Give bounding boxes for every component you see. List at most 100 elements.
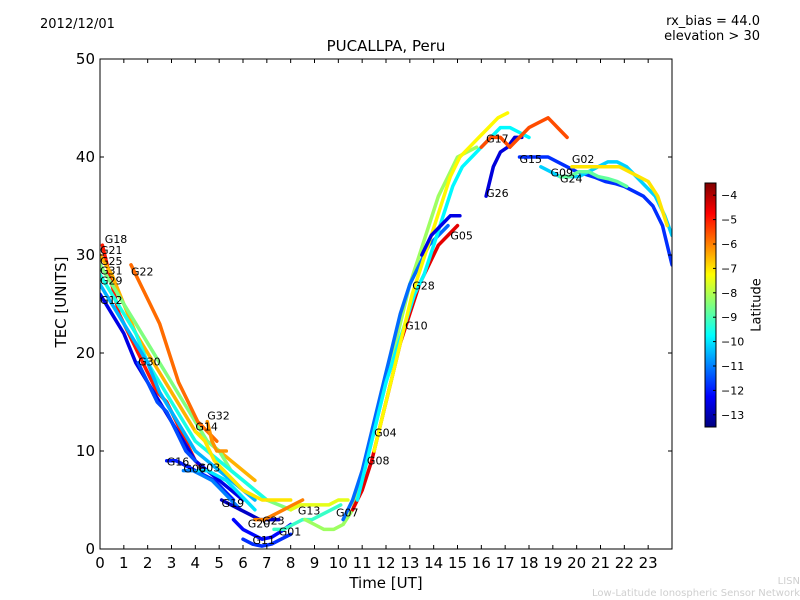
series-line-g03: [195, 468, 257, 512]
series-label-g06: G06: [183, 463, 206, 476]
series-label-g30: G30: [138, 356, 161, 369]
series-line-g26: [484, 135, 524, 198]
colorbar-tick-label: −10: [721, 336, 744, 349]
series-label-g16: G16: [167, 456, 190, 469]
series-line-g02: [570, 165, 669, 228]
x-tick-label: 8: [286, 554, 296, 572]
series-label-g09: G09: [550, 167, 573, 180]
series-line-g19: [219, 498, 281, 522]
series-label-g17: G17: [486, 132, 509, 145]
series-label-g08: G08: [367, 455, 390, 468]
series-label-g03: G03: [198, 462, 221, 475]
x-tick-label: 10: [329, 554, 348, 572]
series-label-g11: G11: [253, 534, 276, 547]
x-tick-label: 23: [639, 554, 658, 572]
y-tick-label: 0: [85, 540, 95, 558]
series-line-g13: [288, 498, 350, 512]
footer-lisn: LISN: [777, 576, 800, 587]
series-line-g07: [303, 145, 479, 532]
colorbar-tick-label: −9: [721, 311, 737, 324]
series-line-g04: [341, 223, 450, 522]
series-line-g15: [517, 155, 672, 267]
series-line-g22: [129, 263, 219, 443]
series-label-g20: G20: [248, 517, 271, 530]
series-line-g31: [100, 272, 269, 502]
series-line-g32: [205, 419, 229, 453]
rx-bias-label: rx_bias = 44.0: [666, 14, 760, 29]
series-label-g14: G14: [195, 420, 218, 433]
x-tick-label: 19: [543, 554, 562, 572]
series-line-g30: [136, 361, 198, 463]
colorbar-tick-label: −5: [721, 214, 737, 227]
series-label-g22: G22: [131, 266, 154, 279]
chart-title: PUCALLPA, Peru: [326, 37, 446, 55]
series-label-g32: G32: [207, 410, 230, 423]
series-line-g21: [100, 253, 257, 483]
x-tick-label: 9: [310, 554, 320, 572]
series-label-g23: G23: [262, 515, 285, 528]
colorbar-tick-label: −6: [721, 238, 737, 251]
series-label-g31: G31: [100, 265, 123, 278]
series-line-g14: [193, 429, 293, 502]
y-tick-label: 40: [76, 148, 95, 166]
series-label-g07: G07: [336, 507, 359, 520]
series-label-g05: G05: [450, 229, 473, 242]
series-label-g19: G19: [222, 497, 245, 510]
series-label-g02: G02: [572, 153, 595, 166]
y-tick-label: 30: [76, 246, 95, 264]
x-axis-label: Time [UT]: [349, 574, 423, 592]
x-tick-label: 4: [191, 554, 201, 572]
x-tick-label: 21: [591, 554, 610, 572]
footer-network-name: Low-Latitude Ionospheric Sensor Network: [592, 588, 800, 599]
x-tick-label: 22: [615, 554, 634, 572]
series-line-g23: [253, 498, 305, 522]
x-tick-label: 16: [472, 554, 491, 572]
series-line-g20: [231, 517, 293, 541]
x-tick-label: 7: [262, 554, 272, 572]
x-tick-label: 14: [424, 554, 443, 572]
y-tick-label: 10: [76, 442, 95, 460]
series-line-g10: [355, 125, 531, 502]
y-tick-label: 50: [76, 50, 95, 68]
series-line-g29: [100, 282, 257, 502]
date-label: 2012/12/01: [40, 17, 115, 32]
series-label-g29: G29: [100, 274, 123, 287]
series-label-g10: G10: [405, 319, 428, 332]
x-tick-label: 17: [496, 554, 515, 572]
x-tick-label: 3: [167, 554, 177, 572]
colorbar-tick-label: −12: [721, 384, 744, 397]
colorbar-tick-label: −7: [721, 262, 737, 275]
series-label-g12: G12: [100, 294, 123, 307]
x-tick-label: 20: [567, 554, 586, 572]
colorbar-tick-label: −8: [721, 287, 737, 300]
y-tick-label: 20: [76, 344, 95, 362]
x-tick-label: 15: [448, 554, 467, 572]
elevation-label: elevation > 30: [664, 29, 760, 44]
series-line-g17: [479, 116, 569, 149]
colorbar-tick-label: −4: [721, 189, 737, 202]
x-tick-label: 12: [376, 554, 395, 572]
series-label-g18: G18: [105, 233, 128, 246]
series-label-g28: G28: [412, 279, 435, 292]
series-label-g25: G25: [100, 255, 123, 268]
x-tick-label: 11: [353, 554, 372, 572]
x-tick-label: 1: [119, 554, 129, 572]
series-label-g24: G24: [560, 172, 583, 185]
series-line-g06: [181, 468, 243, 512]
series-label-g26: G26: [486, 187, 509, 200]
colorbar-tick-label: −13: [721, 409, 744, 422]
series-line-g28: [372, 111, 510, 453]
series-line-g05: [420, 214, 462, 257]
x-tick-label: 18: [519, 554, 538, 572]
series-line-g24: [558, 169, 629, 189]
colorbar: [704, 182, 717, 428]
series-label-g13: G13: [298, 505, 321, 518]
x-tick-label: 0: [95, 554, 105, 572]
x-tick-label: 13: [400, 554, 419, 572]
series-label-g15: G15: [519, 153, 542, 166]
series-label-g04: G04: [374, 426, 397, 439]
x-tick-label: 5: [214, 554, 224, 572]
x-tick-label: 2: [143, 554, 153, 572]
series-label-g21: G21: [100, 244, 123, 257]
